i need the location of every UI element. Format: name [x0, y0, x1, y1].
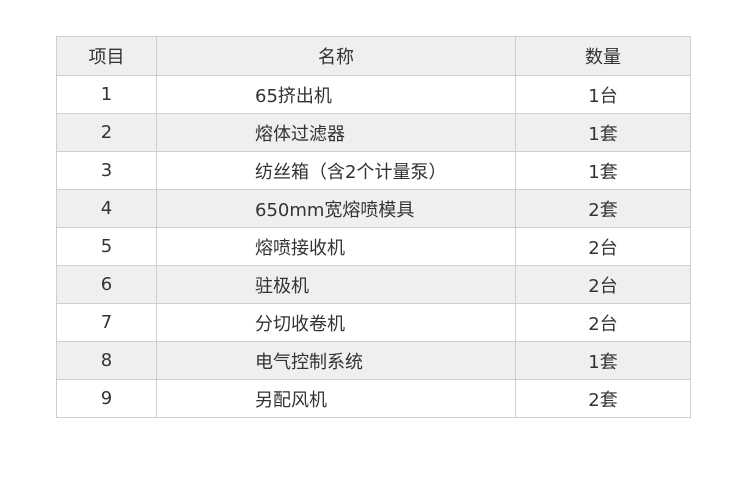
table-header-row: 项目 名称 数量	[56, 36, 691, 76]
item-number: 9	[56, 379, 157, 418]
item-number: 6	[56, 265, 157, 304]
item-number: 4	[56, 189, 157, 228]
table-row: 8 电气控制系统 1套	[56, 341, 691, 380]
table-row: 7 分切收卷机 2台	[56, 303, 691, 342]
table-row: 4 650mm宽熔喷模具 2套	[56, 189, 691, 228]
table-row: 5 熔喷接收机 2台	[56, 227, 691, 266]
item-quantity: 1套	[515, 341, 691, 380]
item-number: 5	[56, 227, 157, 266]
item-quantity: 2台	[515, 265, 691, 304]
item-number: 2	[56, 113, 157, 152]
item-name: 电气控制系统	[156, 341, 516, 380]
item-name: 分切收卷机	[156, 303, 516, 342]
item-name: 驻极机	[156, 265, 516, 304]
item-number: 3	[56, 151, 157, 190]
header-name: 名称	[156, 36, 516, 76]
item-name: 熔体过滤器	[156, 113, 516, 152]
item-quantity: 2台	[515, 227, 691, 266]
item-number: 8	[56, 341, 157, 380]
item-quantity: 2套	[515, 189, 691, 228]
item-quantity: 1台	[515, 75, 691, 114]
item-name: 650mm宽熔喷模具	[156, 189, 516, 228]
header-item: 项目	[56, 36, 157, 76]
item-name: 熔喷接收机	[156, 227, 516, 266]
item-quantity: 2套	[515, 379, 691, 418]
table-row: 9 另配风机 2套	[56, 379, 691, 418]
item-quantity: 1套	[515, 113, 691, 152]
item-quantity: 1套	[515, 151, 691, 190]
item-name: 另配风机	[156, 379, 516, 418]
item-name: 纺丝箱（含2个计量泵）	[156, 151, 516, 190]
item-number: 7	[56, 303, 157, 342]
item-name: 65挤出机	[156, 75, 516, 114]
item-number: 1	[56, 75, 157, 114]
table-row: 3 纺丝箱（含2个计量泵） 1套	[56, 151, 691, 190]
table-row: 2 熔体过滤器 1套	[56, 113, 691, 152]
table-row: 6 驻极机 2台	[56, 265, 691, 304]
header-quantity: 数量	[515, 36, 691, 76]
item-quantity: 2台	[515, 303, 691, 342]
table-row: 1 65挤出机 1台	[56, 75, 691, 114]
equipment-table: 项目 名称 数量 1 65挤出机 1台 2 熔体过滤器 1套 3 纺丝箱（含2个计量泵） 1套 4…	[56, 36, 691, 418]
